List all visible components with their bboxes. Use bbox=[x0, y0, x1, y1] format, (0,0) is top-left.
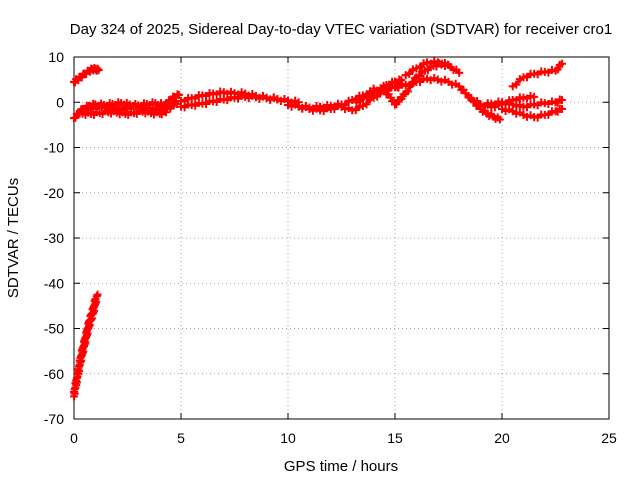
x-tick-label: 20 bbox=[494, 430, 510, 446]
series-trace-1 bbox=[70, 64, 103, 87]
data-point bbox=[71, 113, 80, 122]
data-point bbox=[366, 92, 375, 101]
data-point bbox=[461, 89, 470, 98]
x-tick-label: 0 bbox=[70, 430, 78, 446]
grid bbox=[74, 57, 609, 419]
y-tick-label: -40 bbox=[44, 275, 64, 291]
data-point bbox=[403, 87, 412, 96]
data-point bbox=[410, 74, 419, 83]
series-trace-20 bbox=[70, 295, 100, 396]
series-trace-7 bbox=[177, 91, 292, 112]
data-point bbox=[512, 80, 521, 89]
data-point bbox=[409, 79, 418, 88]
y-tick-label: -70 bbox=[44, 411, 64, 427]
series-trace-16 bbox=[476, 95, 566, 112]
axis-ticks: 0 5 10 15 20 25 -70 -60 -50 -40 -30 -20 -10 0 10 bbox=[44, 49, 617, 446]
y-tick-label: -60 bbox=[44, 366, 64, 382]
series-trace-5 bbox=[162, 90, 183, 109]
data-point bbox=[94, 66, 103, 75]
y-tick-label: -10 bbox=[44, 140, 64, 156]
chart-title: Day 324 of 2025, Sidereal Day-to-day VTE… bbox=[70, 21, 612, 38]
x-tick-label: 5 bbox=[177, 430, 185, 446]
data-point bbox=[93, 64, 102, 73]
series-trace-15 bbox=[461, 89, 504, 124]
data-point bbox=[495, 115, 504, 124]
x-axis-label: GPS time / hours bbox=[284, 458, 398, 475]
y-tick-label: -20 bbox=[44, 185, 64, 201]
data-point bbox=[397, 76, 406, 85]
data-point bbox=[444, 61, 453, 70]
series-trace-18 bbox=[508, 59, 566, 91]
x-tick-label: 10 bbox=[280, 430, 296, 446]
data-point bbox=[557, 105, 566, 114]
data-series bbox=[70, 57, 566, 401]
x-tick-label: 25 bbox=[601, 430, 617, 446]
data-point bbox=[356, 97, 365, 106]
data-point bbox=[467, 94, 476, 103]
data-point bbox=[91, 295, 100, 304]
series-trace-13 bbox=[401, 57, 453, 80]
data-point bbox=[174, 91, 183, 100]
x-tick-label: 15 bbox=[387, 430, 403, 446]
data-point bbox=[455, 68, 464, 77]
y-tick-label: -50 bbox=[44, 321, 64, 337]
data-point bbox=[93, 290, 102, 299]
data-point bbox=[163, 100, 172, 109]
y-axis-label: SDTVAR / TECUs bbox=[5, 178, 22, 298]
series-trace-17 bbox=[498, 104, 566, 122]
y-tick-label: -30 bbox=[44, 230, 64, 246]
data-point bbox=[415, 63, 424, 72]
y-tick-label: 0 bbox=[56, 94, 64, 110]
data-point bbox=[166, 104, 175, 113]
y-tick-label: 10 bbox=[48, 49, 64, 65]
data-point bbox=[362, 100, 371, 109]
series-trace-9 bbox=[294, 74, 470, 116]
data-point bbox=[557, 59, 566, 68]
data-point bbox=[557, 95, 566, 104]
data-point bbox=[408, 80, 417, 89]
data-point bbox=[553, 65, 562, 74]
data-point bbox=[397, 94, 406, 103]
data-point bbox=[405, 70, 414, 79]
data-point bbox=[392, 100, 401, 109]
data-point bbox=[415, 72, 424, 81]
data-point bbox=[530, 92, 539, 101]
